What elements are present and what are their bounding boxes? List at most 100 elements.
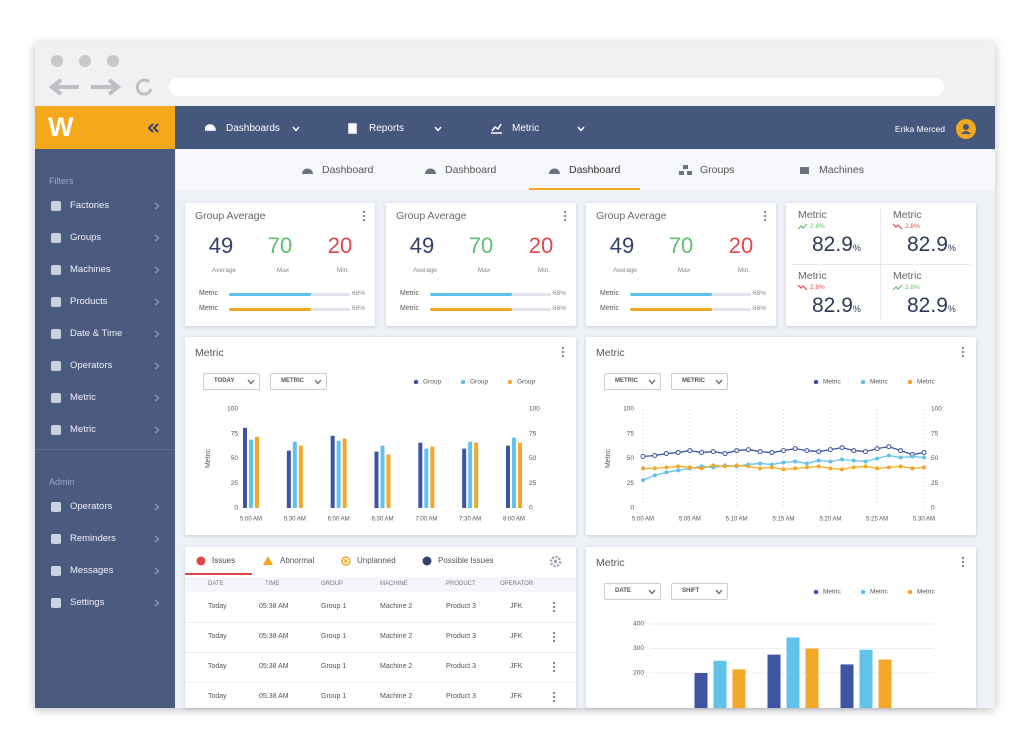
more-menu[interactable]: [762, 210, 768, 222]
sidebar-item[interactable]: Metric: [70, 424, 96, 435]
reload[interactable]: [135, 78, 153, 96]
tab[interactable]: Dashboard: [322, 164, 374, 176]
metric-title: Metric: [798, 209, 827, 221]
sidebar-item[interactable]: Groups: [70, 232, 102, 243]
more-menu[interactable]: [960, 346, 966, 358]
x-tick-label: 6:00 AM: [328, 517, 350, 523]
table-tab[interactable]: Possible Issues: [438, 556, 494, 565]
card-title: Group Average: [195, 210, 266, 222]
tab[interactable]: Dashboard: [569, 164, 621, 176]
bar: [249, 439, 253, 508]
tab-icon: [800, 167, 809, 174]
dropdown[interactable]: METRIC: [671, 373, 728, 390]
sidebar-item[interactable]: Date & Time: [70, 328, 123, 339]
line-point: [757, 449, 763, 455]
user-name[interactable]: Erika Merced: [894, 124, 945, 134]
table-cell: JFK: [510, 663, 523, 670]
chevron-line: [247, 379, 255, 385]
tab[interactable]: Dashboard: [445, 164, 497, 176]
menu-dot: [552, 669, 556, 673]
line-point: [816, 449, 822, 455]
more-menu[interactable]: [551, 601, 557, 613]
tab[interactable]: Machines: [819, 164, 864, 176]
y-tick-label: 25: [627, 480, 635, 487]
sidebar-item[interactable]: Settings: [70, 597, 105, 608]
sidebar-item[interactable]: Factories: [70, 200, 110, 211]
tab-icon: [263, 556, 273, 565]
nav-item[interactable]: Reports: [369, 123, 405, 134]
logo[interactable]: W: [48, 112, 74, 142]
avatar[interactable]: [955, 118, 977, 140]
more-menu[interactable]: [361, 210, 367, 222]
bar: [330, 435, 335, 508]
column-header: PRODUCT: [446, 581, 476, 587]
more-menu[interactable]: [562, 210, 568, 222]
sidebar-item[interactable]: Products: [70, 296, 108, 307]
window-dot[interactable]: [79, 55, 91, 67]
metric-change: 2.8%: [905, 284, 920, 291]
settings-gear[interactable]: [549, 555, 562, 568]
menu-dot: [763, 218, 767, 222]
x-tick-label: 5:15 AM: [772, 517, 794, 523]
y-tick-label: 200: [633, 670, 644, 677]
nav-item[interactable]: Dashboards: [226, 123, 280, 134]
dropdown[interactable]: METRIC: [604, 373, 661, 390]
forward-arrow[interactable]: [91, 78, 122, 96]
back-arrow[interactable]: [48, 78, 79, 96]
window-dot[interactable]: [51, 55, 63, 67]
window-dot[interactable]: [107, 55, 119, 67]
legend-label: Metric: [917, 589, 935, 596]
bar: [374, 451, 379, 508]
table-tab[interactable]: Unplanned: [357, 556, 396, 565]
logo-area: [35, 106, 175, 149]
tab-underline: [185, 573, 252, 575]
chevron: [292, 126, 300, 132]
more-menu[interactable]: [960, 556, 966, 568]
x-tick-label: 7:00 AM: [415, 517, 437, 523]
line-point: [722, 451, 728, 457]
address-bar[interactable]: [169, 78, 944, 96]
table-tab[interactable]: Abnormal: [280, 556, 315, 565]
more-menu[interactable]: [551, 691, 557, 703]
y2-tick-label: 75: [931, 430, 939, 437]
line-point: [711, 463, 716, 468]
bar: [255, 436, 259, 508]
dropdown[interactable]: SHIFT: [671, 583, 728, 600]
bar: [732, 669, 746, 708]
x-tick-label: 5:30 AM: [284, 517, 306, 523]
dropdown[interactable]: METRIC: [270, 373, 327, 390]
sidebar-item[interactable]: Machines: [70, 264, 111, 275]
nav-item[interactable]: Metric: [512, 123, 540, 134]
tab-icon: [422, 556, 432, 566]
stat-label: Average: [211, 267, 237, 274]
sidebar-item[interactable]: Messages: [70, 565, 114, 576]
top-nav: [175, 106, 995, 149]
sidebar-item[interactable]: Operators: [70, 501, 113, 512]
table-cell: Machine 2: [380, 603, 413, 610]
dropdown[interactable]: TODAY: [203, 373, 260, 390]
bar-label: Metric: [400, 305, 420, 312]
table-tab[interactable]: Issues: [212, 556, 236, 565]
dropdown[interactable]: DATE: [604, 583, 661, 600]
menu-dot: [763, 210, 767, 214]
sidebar-item[interactable]: Metric: [70, 392, 96, 403]
more-menu[interactable]: [560, 346, 566, 358]
more-menu[interactable]: [551, 631, 557, 643]
stat-label: Min.: [737, 267, 751, 274]
table-cell: Product 3: [446, 603, 476, 610]
chevron-line: [154, 298, 160, 306]
sidebar-item[interactable]: Operators: [70, 360, 113, 371]
chevron-line: [154, 202, 160, 210]
more-menu[interactable]: [551, 661, 557, 673]
menu-dot: [563, 214, 567, 218]
collapse-button[interactable]: [147, 123, 159, 133]
group-card: Group Average 49 Average 70 Max 20 Min. Metric 6…: [586, 203, 776, 326]
line-point: [676, 468, 681, 473]
tab-icon: [341, 556, 351, 566]
sidebar-item[interactable]: Reminders: [70, 533, 116, 544]
sidebar-section-title: Filters: [49, 176, 74, 186]
sidebar-section-title: Admin: [49, 477, 75, 487]
dropdown-label: SHIFT: [682, 588, 700, 594]
tab[interactable]: Groups: [700, 164, 735, 176]
stat-value: 20: [327, 233, 353, 258]
